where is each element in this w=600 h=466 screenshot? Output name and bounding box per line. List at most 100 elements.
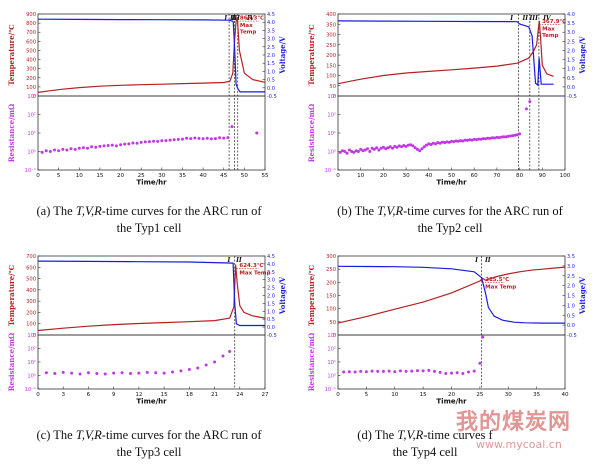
resistance-point [384,147,388,151]
x-tick-label: 5 [365,392,369,398]
resistance-point [518,132,522,136]
temp-tick-label: 400 [26,58,36,64]
resistance-point [128,372,132,376]
caption-b-vars: T,V,R [377,204,404,218]
resistance-point [61,147,65,151]
volt-tick-label: 2.5 [267,286,275,292]
max-temp-label: Max [542,27,555,33]
resistance-point [213,360,217,364]
resistance-point [90,145,94,149]
resistance-point [425,143,429,147]
res-tick-label: 10⁻¹ [25,387,36,393]
x-tick-label: 30 [403,173,411,179]
x-tick-label: 35 [179,173,187,179]
resistance-point [450,371,453,375]
temp-tick-label: 0 [333,333,336,339]
volt-tick-label: 0.0 [267,86,275,92]
resistance-point [486,136,490,140]
resistance-point [379,146,383,150]
resistance-point [354,149,358,153]
volt-tick-label: 0.0 [567,323,575,329]
resistance-point [70,371,74,375]
x-axis-label: Time/hr [136,398,167,406]
temp-tick-label: 150 [326,63,336,69]
volt-axis-label: Voltage/V [278,276,287,315]
res-tick-label: 10² [27,347,36,353]
x-tick-label: 20 [448,392,456,398]
temp-axis-label: Temperature/℃ [7,24,16,86]
temperature-line [37,16,266,93]
volt-tick-label: 4.0 [567,12,575,18]
temp-tick-label: 500 [26,48,36,54]
volt-tick-label: 1.0 [267,309,275,315]
lower-axes-frame [37,95,266,171]
resistance-point [61,370,65,374]
resistance-point [499,135,503,139]
volt-tick-label: 0.0 [567,85,575,91]
volt-tick-label: -0.5 [567,333,577,339]
volt-tick-label: 1.5 [567,58,575,64]
resistance-point [398,369,402,373]
temp-axis-label: Temperature/℃ [307,24,316,86]
resistance-point [528,100,532,104]
caption-d-vars: T,V,R [397,428,424,442]
resistance-point [44,149,48,153]
resistance-point [213,137,217,141]
resistance-point [226,136,230,140]
resistance-point [377,148,381,152]
volt-tick-label: 2.0 [567,48,575,54]
volt-tick-label: 3.5 [267,270,275,276]
resistance-point [78,372,82,376]
resistance-point [452,140,456,144]
resistance-point [484,137,488,141]
volt-tick-label: 0.5 [567,313,575,319]
resistance-point [372,147,376,151]
resistance-point [162,371,166,375]
resistance-point [447,140,451,144]
resistance-point [434,142,438,146]
resistance-point [493,136,497,140]
temp-tick-label: 600 [26,265,36,271]
resistance-point [438,141,442,145]
volt-axis-label: Voltage/V [578,276,587,315]
resistance-point [515,133,519,137]
watermark-url: www.mycoal.cn [476,438,562,451]
resistance-point [73,147,77,151]
temp-tick-label: 0 [33,333,36,339]
resistance-point [102,144,106,148]
res-tick-label: 10⁻¹ [25,168,36,174]
resistance-point [114,144,118,148]
x-tick-label: 3 [61,392,65,398]
temp-tick-label: 200 [326,280,336,286]
watermark-name: 我的煤炭网 [456,410,572,435]
temp-tick-label: 400 [326,12,336,18]
max-temp-label: Temp [542,33,558,39]
volt-tick-label: 3.5 [567,21,575,27]
x-tick-label: 24 [236,392,244,398]
resistance-point [427,142,431,146]
chart-panel-a: 0100200300400500600700800900-0.50.00.51.… [7,12,287,187]
resistance-point [411,144,415,148]
resistance-point [366,147,370,151]
volt-tick-label: 4.0 [267,262,275,268]
volt-tick-label: 4.5 [267,12,275,18]
resistance-point [506,134,510,138]
x-tick-label: 100 [560,173,571,179]
voltage-line [337,20,554,87]
volt-tick-label: -0.5 [567,94,577,100]
resistance-point [156,139,160,143]
volt-tick-label: 2.0 [267,53,275,59]
watermark-url-text: www.mycoal.cn [476,438,562,451]
phase-label: III [528,15,538,22]
resistance-point [347,370,351,374]
caption-b-prefix: (b) The [337,204,378,218]
resistance-point [393,370,397,374]
resistance-point [221,354,225,358]
resistance-point [472,369,476,373]
resistance-point [431,141,435,145]
resistance-point [502,135,506,139]
resistance-point [455,371,459,375]
resistance-point [168,138,172,142]
phase-label: I [223,15,227,22]
volt-tick-label: 1.5 [267,301,275,307]
